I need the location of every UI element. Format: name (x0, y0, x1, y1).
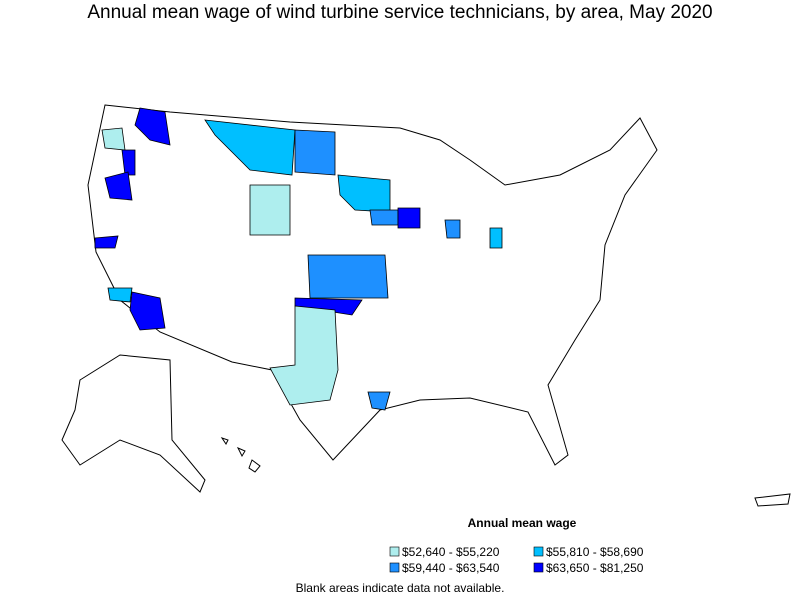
legend-label: $63,650 - $81,250 (546, 561, 644, 575)
legend-title: Annual mean wage (468, 516, 577, 530)
portland-area (121, 149, 136, 176)
oklahoma-area (294, 297, 363, 316)
oregon-area (104, 171, 133, 201)
los-angeles-area (107, 287, 133, 303)
north-dakota-area (294, 129, 336, 176)
illinois-area (444, 219, 461, 239)
legend: $52,640 - $55,220 $55,810 - $58,690 $59,44… (389, 545, 644, 575)
san-francisco-area (94, 235, 119, 249)
iowa-east-area (397, 207, 421, 229)
wyoming-area (249, 184, 291, 236)
legend-swatch (389, 546, 400, 557)
hawaii (220, 437, 261, 473)
map (61, 104, 791, 507)
puerto-rico (754, 493, 791, 507)
footnote: Blank areas indicate data not available. (296, 581, 505, 595)
wa-area (101, 127, 126, 151)
iowa-area (369, 209, 399, 226)
legend-swatch (533, 546, 544, 557)
legend-swatch (533, 562, 544, 573)
seattle-area (134, 107, 171, 146)
houston-area (367, 391, 391, 411)
kansas-area (307, 254, 389, 299)
legend-label: $59,440 - $63,540 (402, 561, 500, 575)
legend-label: $55,810 - $58,690 (546, 545, 644, 559)
texas-area (269, 305, 339, 406)
legend-swatch (389, 562, 400, 573)
legend-label: $52,640 - $55,220 (402, 545, 500, 559)
map-title: Annual mean wage of wind turbine service… (87, 2, 712, 23)
alaska (61, 354, 206, 493)
southern-california-area (129, 291, 166, 331)
ohio-area (489, 227, 503, 249)
